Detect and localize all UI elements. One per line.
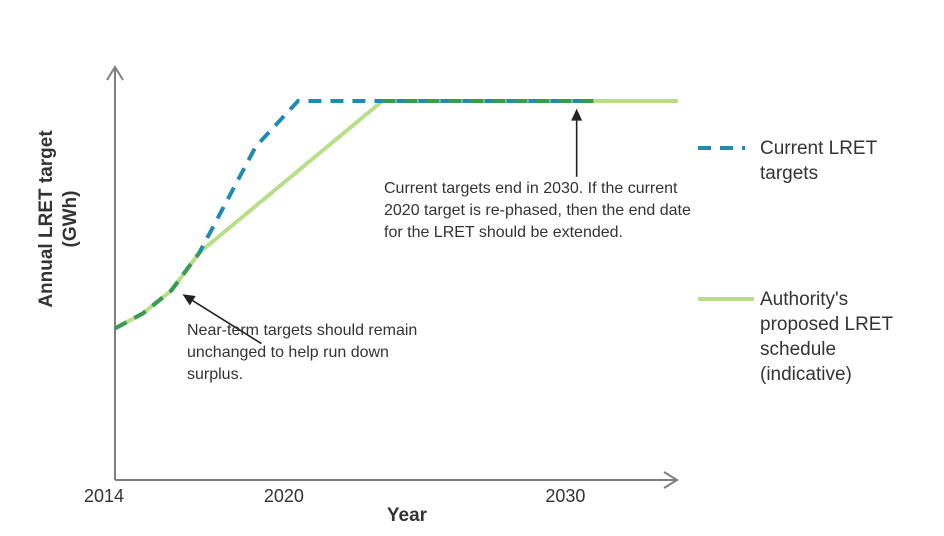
overlap-segment-1 xyxy=(114,251,202,331)
legend-label-line: Authority's xyxy=(760,289,849,310)
legend-label-line: proposed LRET xyxy=(760,314,894,335)
annotation-line: Current targets end in 2030. If the curr… xyxy=(384,180,678,197)
legend-label-line: (indicative) xyxy=(760,364,852,385)
legend xyxy=(698,146,754,301)
annotation-line: Near-term targets should remain xyxy=(187,322,418,339)
near-term-annotation: Near-term targets should remain unchange… xyxy=(187,320,417,386)
legend-label-line: schedule xyxy=(760,339,837,360)
x-tick-labels: 2014 2020 2030 xyxy=(84,486,585,506)
annotation-line: unchanged to help run down xyxy=(187,344,389,361)
annotation-line: 2020 target is re-phased, then the end d… xyxy=(384,202,691,219)
x-axis-title: Year xyxy=(387,505,428,526)
x-axis-arrowhead xyxy=(663,471,679,489)
near-term-arrowhead xyxy=(182,294,196,306)
current-lret-targets-line xyxy=(114,99,594,331)
end-date-arrowhead xyxy=(571,108,583,121)
y-axis-title: Annual LRET target (GWh) xyxy=(36,130,81,308)
end-date-annotation: Current targets end in 2030. If the curr… xyxy=(384,178,691,244)
axes xyxy=(106,65,679,489)
x-tick-label: 2020 xyxy=(264,486,304,506)
overlap-segments xyxy=(114,99,594,331)
y-axis-title-line-1: Annual LRET target xyxy=(36,130,57,308)
y-axis-arrowhead xyxy=(106,65,124,81)
legend-label-line: Current LRET xyxy=(760,138,878,159)
legend-label-current-lret-targets: Current LRET targets xyxy=(760,136,877,186)
x-tick-label: 2030 xyxy=(545,486,585,506)
annotation-arrows xyxy=(182,108,583,345)
legend-label-authority-schedule: Authority's proposed LRET schedule (indi… xyxy=(760,287,893,387)
series-layer xyxy=(114,99,678,331)
x-tick-label: 2014 xyxy=(84,486,124,506)
y-axis-title-line-2: (GWh) xyxy=(60,191,81,248)
legend-label-line: targets xyxy=(760,163,819,184)
annotation-line: for the LRET should be extended. xyxy=(384,224,623,241)
near-term-annotation-arrow xyxy=(192,299,262,345)
annotation-line: surplus. xyxy=(187,366,244,383)
